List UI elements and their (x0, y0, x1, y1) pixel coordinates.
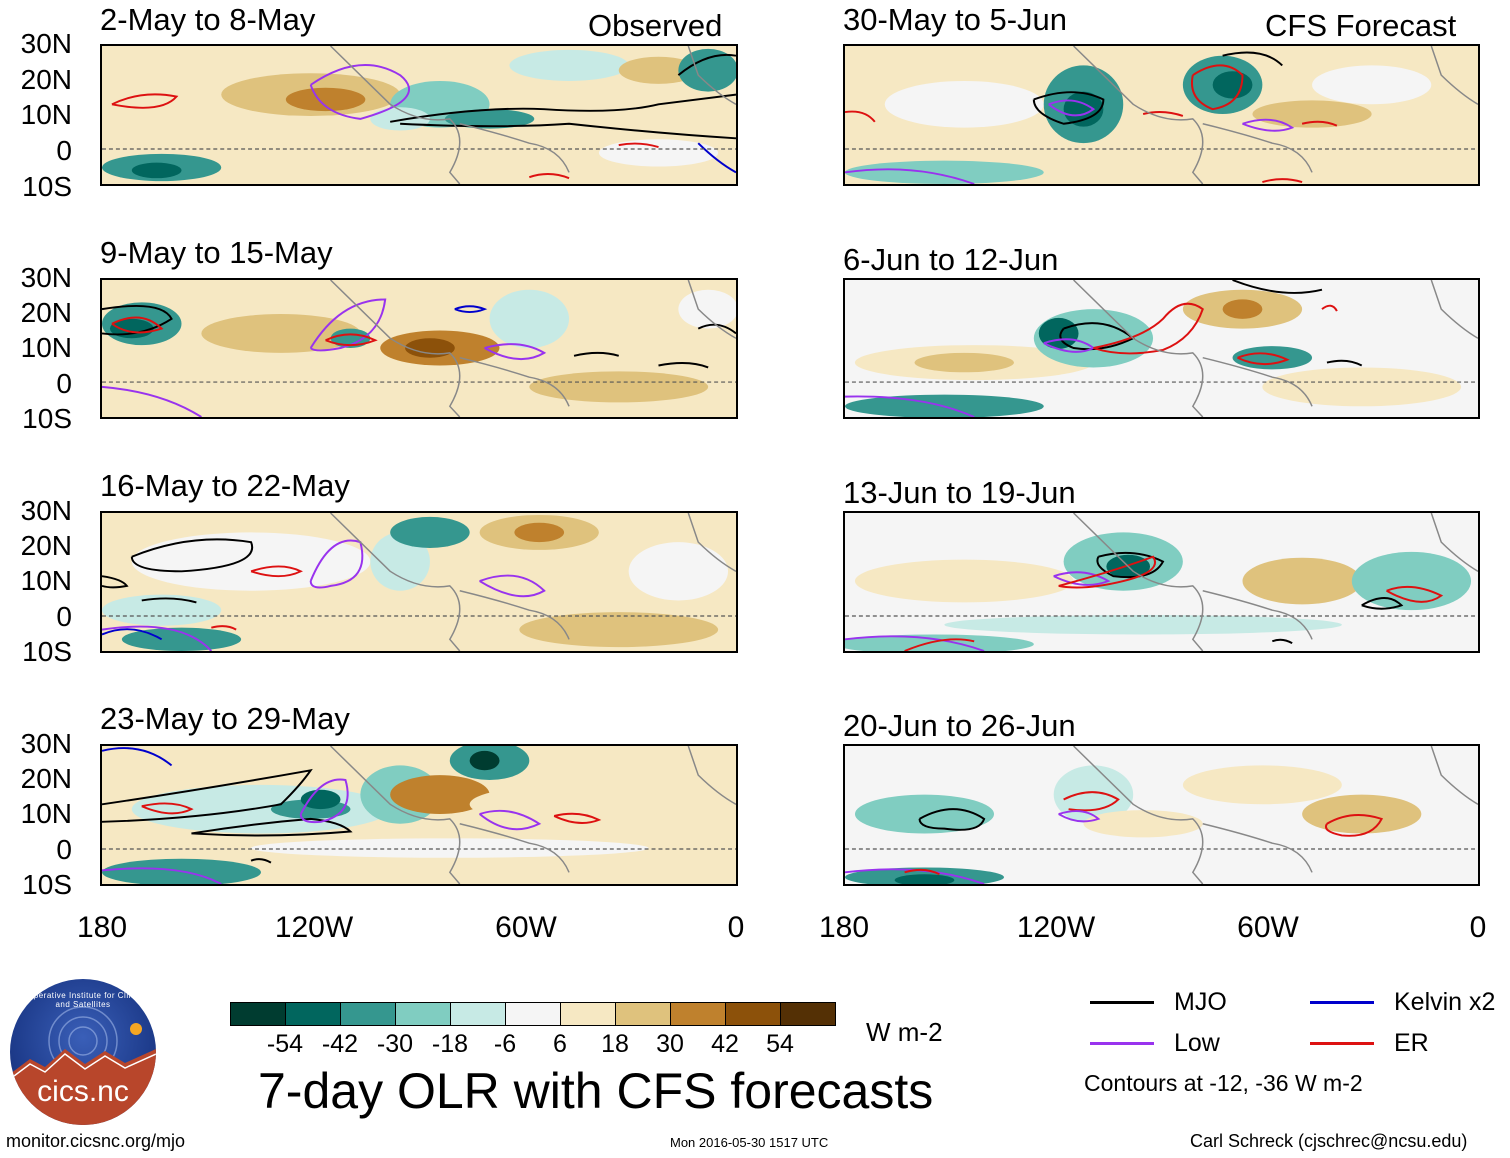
colorbar-swatch (230, 1002, 286, 1026)
colorbar-swatch (505, 1002, 561, 1026)
legend-swatch-kelvin (1310, 1001, 1374, 1004)
lon-label: 0 (727, 911, 745, 944)
legend-item-er: ER (1310, 1029, 1429, 1058)
legend-label: MJO (1174, 988, 1227, 1016)
colorbar-tick-label: -42 (321, 1030, 359, 1058)
colorbar-tick-label: 18 (601, 1030, 629, 1058)
lat-label: 10N (20, 332, 72, 363)
lon-label: 120W (274, 911, 354, 944)
panel-title: 2-May to 8-May (100, 2, 316, 37)
map-panel (843, 44, 1480, 186)
lat-label: 0 (56, 135, 72, 166)
lat-label: 10S (22, 869, 72, 900)
legend-swatch-low (1090, 1042, 1154, 1045)
cics-logo: Cooperative Institute for Climate and Sa… (10, 979, 156, 1125)
map-panel (843, 744, 1480, 886)
footer-url: monitor.cicsnc.org/mjo (6, 1131, 186, 1151)
panel-title: 20-Jun to 26-Jun (843, 708, 1076, 743)
legend-label: ER (1394, 1029, 1429, 1057)
panel-title: 16-May to 22-May (100, 468, 350, 503)
lat-label: 30N (20, 495, 72, 526)
map-panel (100, 278, 738, 419)
colorbar-swatch (670, 1002, 726, 1026)
colorbar-swatch (395, 1002, 451, 1026)
footer-timestamp: Mon 2016-05-30 1517 UTC (670, 1135, 829, 1150)
legend-note: Contours at -12, -36 W m-2 (1084, 1070, 1363, 1096)
legend-swatch-er (1310, 1042, 1374, 1045)
map-panel (100, 744, 738, 886)
map-panel (843, 511, 1480, 653)
colorbar-tick-label: 54 (766, 1030, 794, 1058)
lat-label: 10S (22, 171, 72, 202)
colorbar-tick-label: -18 (431, 1030, 469, 1058)
colorbar-units: W m-2 (866, 1017, 943, 1047)
lat-label: 30N (20, 28, 72, 59)
legend-swatch-mjo (1090, 1001, 1154, 1004)
colorbar-tick-label: 6 (553, 1030, 567, 1058)
colorbar-swatch (340, 1002, 396, 1026)
panel-title: 9-May to 15-May (100, 235, 333, 270)
logo-text: cics.nc (37, 1075, 129, 1108)
lat-label: 20N (20, 763, 72, 794)
colorbar-swatch (285, 1002, 341, 1026)
legend-item-kelvin: Kelvin x2 (1310, 988, 1495, 1017)
footer-author: Carl Schreck (cjschrec@ncsu.edu) (1190, 1131, 1468, 1151)
panel-title: 23-May to 29-May (100, 701, 350, 736)
colorbar-swatch (615, 1002, 671, 1026)
panel-title: 13-Jun to 19-Jun (843, 475, 1076, 510)
map-panel (843, 278, 1480, 419)
legend-item-mjo: MJO (1090, 988, 1227, 1017)
legend-label: Low (1174, 1029, 1220, 1057)
colorbar-tick-label: 30 (656, 1030, 684, 1058)
lon-label: 60W (495, 911, 557, 944)
lat-label: 0 (56, 834, 72, 865)
lat-label: 10N (20, 99, 72, 130)
colorbar-swatch (450, 1002, 506, 1026)
map-panel (100, 44, 738, 186)
lon-label: 0 (1469, 911, 1487, 944)
panel-title: 30-May to 5-Jun (843, 2, 1067, 37)
lat-label: 20N (20, 530, 72, 561)
lat-label: 30N (20, 262, 72, 293)
colorbar-swatch (725, 1002, 781, 1026)
colorbar-tick-label: -30 (376, 1030, 414, 1058)
lat-label: 0 (56, 368, 72, 399)
lon-label: 180 (76, 911, 128, 944)
panel-title: 6-Jun to 12-Jun (843, 242, 1059, 277)
lon-label: 180 (818, 911, 870, 944)
colorbar-swatch (780, 1002, 836, 1026)
lon-label: 60W (1237, 911, 1299, 944)
lon-label: 120W (1016, 911, 1096, 944)
lat-label: 10N (20, 565, 72, 596)
colorbar-swatch (560, 1002, 616, 1026)
lat-label: 10S (22, 636, 72, 667)
map-panel (100, 511, 738, 653)
legend-label: Kelvin x2 (1394, 988, 1496, 1016)
lat-label: 30N (20, 728, 72, 759)
lat-label: 20N (20, 297, 72, 328)
panel-corner-label: CFS Forecast (1265, 8, 1457, 43)
lat-label: 0 (56, 601, 72, 632)
legend-item-low: Low (1090, 1029, 1220, 1058)
lat-label: 20N (20, 64, 72, 95)
panel-corner-label: Observed (588, 8, 723, 43)
colorbar-tick-label: -6 (493, 1030, 517, 1058)
colorbar-tick-label: -54 (266, 1030, 304, 1058)
colorbar-tick-label: 42 (711, 1030, 739, 1058)
logo-graphic-icon (10, 1006, 156, 1125)
lat-label: 10S (22, 403, 72, 434)
lat-label: 10N (20, 798, 72, 829)
main-title: 7-day OLR with CFS forecasts (258, 1063, 934, 1119)
logo-ring-text: Cooperative Institute for Climate and Sa… (17, 991, 149, 1009)
